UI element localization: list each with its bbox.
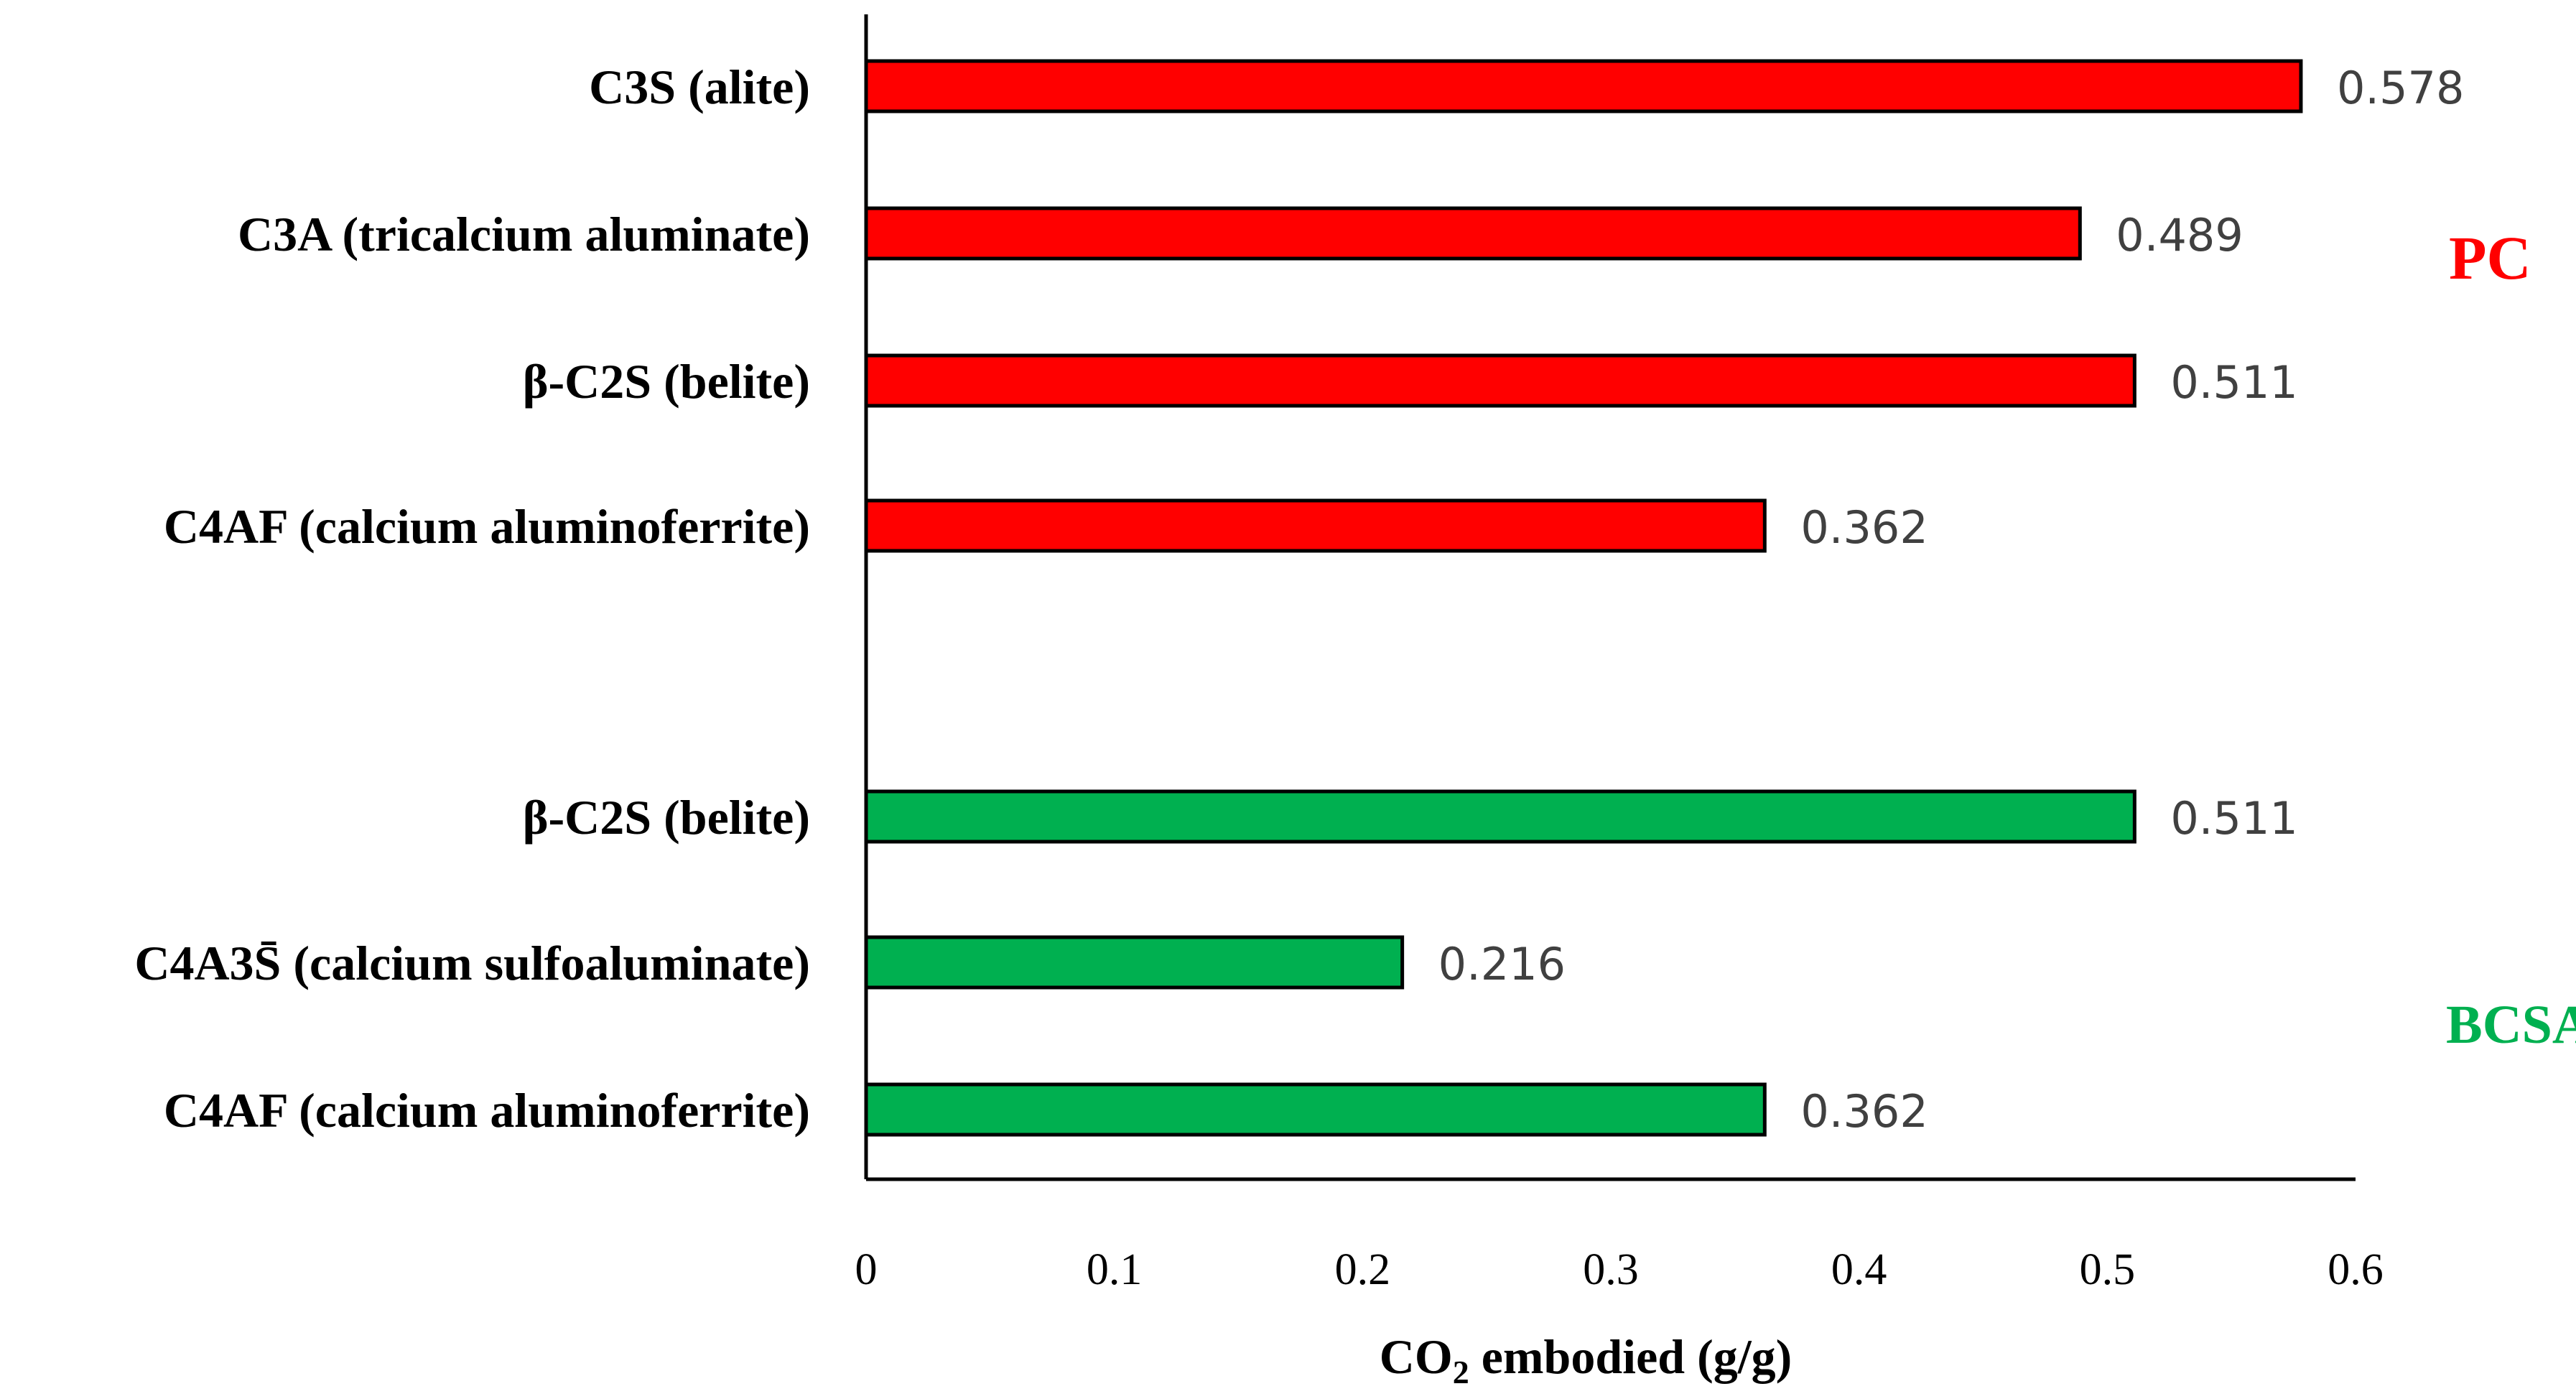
x-tick-label: 0.2 xyxy=(1335,1245,1391,1294)
group-label-bcsa: BCSA xyxy=(2446,995,2576,1055)
data-label: 0.362 xyxy=(1800,501,1928,554)
category-label: C4A3S̄ (calcium sulfoaluminate) xyxy=(134,936,810,990)
x-tick-label: 0.3 xyxy=(1583,1245,1639,1294)
group-labels: PC BCSA xyxy=(2446,223,2576,1055)
x-tick-labels: 0 0.1 0.2 0.3 0.4 0.5 0.6 xyxy=(855,1245,2384,1294)
bar-pc-2 xyxy=(864,353,2136,408)
category-label: β-C2S (belite) xyxy=(523,790,810,845)
category-label: C3S (alite) xyxy=(589,60,810,114)
x-tick-label: 0.1 xyxy=(1087,1245,1143,1294)
data-label: 0.511 xyxy=(2170,792,2298,845)
category-label: β-C2S (belite) xyxy=(523,354,810,409)
bar-bcsa-1 xyxy=(864,935,1405,990)
category-label: C4AF (calcium aluminoferrite) xyxy=(164,1083,810,1138)
data-label: 0.362 xyxy=(1800,1085,1928,1138)
data-label: 0.511 xyxy=(2170,356,2298,409)
data-label: 0.489 xyxy=(2116,209,2243,261)
category-label: C3A (tricalcium aluminate) xyxy=(238,207,810,261)
x-tick-label: 0.6 xyxy=(2328,1245,2384,1294)
x-tick-label: 0 xyxy=(855,1245,878,1294)
group-label-pc: PC xyxy=(2449,223,2531,292)
category-label: C4AF (calcium aluminoferrite) xyxy=(164,499,810,554)
bar-pc-1 xyxy=(864,206,2082,261)
bars-layer: C3S (alite) 0.578 C3A (tricalcium aluminat… xyxy=(134,59,2465,1138)
x-tick-label: 0.4 xyxy=(1831,1245,1887,1294)
data-label: 0.216 xyxy=(1438,938,1566,990)
bar-bcsa-0 xyxy=(864,789,2136,844)
axis-layer xyxy=(864,14,2356,1181)
bar-pc-0 xyxy=(864,59,2303,113)
x-tick-label: 0.5 xyxy=(2080,1245,2136,1294)
bar-bcsa-2 xyxy=(864,1082,1767,1137)
data-label: 0.578 xyxy=(2337,62,2465,114)
bar-pc-3 xyxy=(864,498,1767,553)
x-axis-title: CO2 embodied (g/g) xyxy=(1380,1329,1792,1390)
